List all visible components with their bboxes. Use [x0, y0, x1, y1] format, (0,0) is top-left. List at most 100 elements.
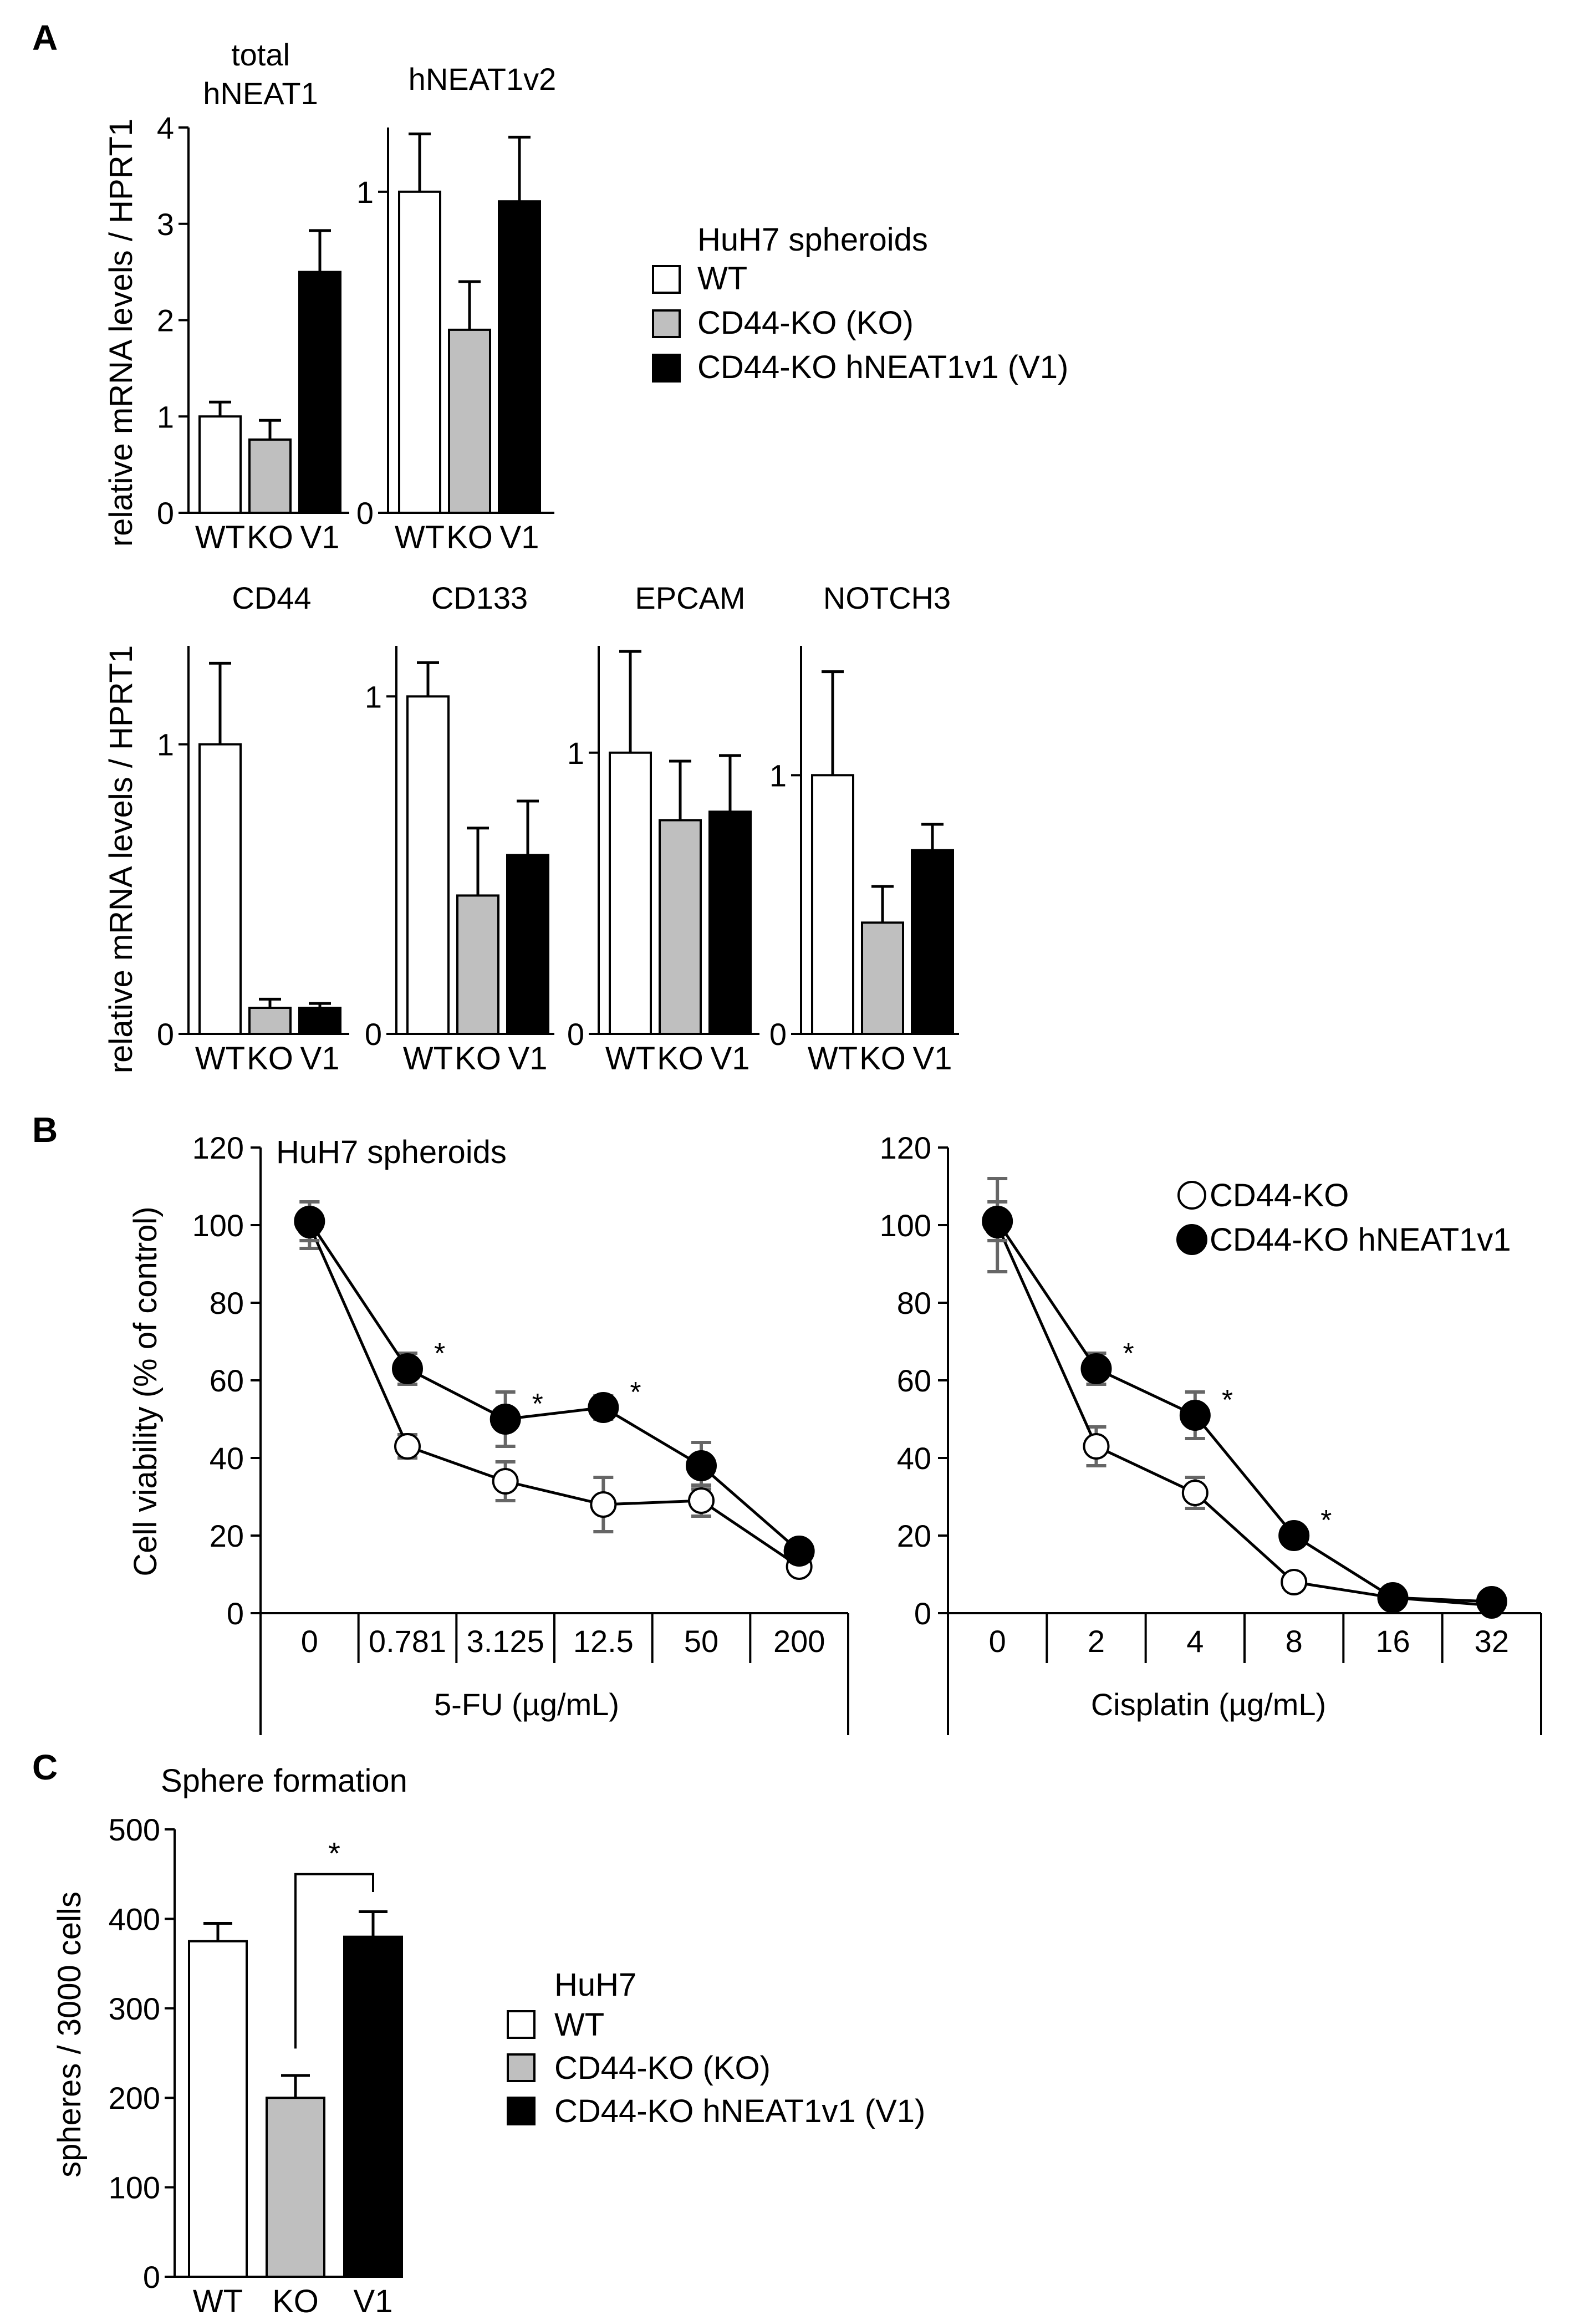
legend-label-wt: WT — [697, 261, 747, 297]
x-tick-label: V1 — [354, 2283, 393, 2315]
y-tick-label: 3 — [157, 207, 174, 242]
chart-title: total — [231, 37, 290, 72]
point-cd44ko — [1083, 1433, 1110, 1460]
series-line-cd44ko — [308, 1224, 800, 1568]
legend-swatch-v1 — [507, 2097, 536, 2125]
bar-wt — [398, 190, 441, 514]
x-tick-label: 0.781 — [369, 1624, 446, 1659]
series-line-cd44ko-hneat1v1 — [308, 1220, 800, 1552]
bar-chart-6: 0 100 200 300 400 500 WT KO V1 * — [109, 1812, 403, 2315]
y-tick-label: 120 — [192, 1130, 244, 1165]
chart-title: CD44 — [232, 580, 311, 615]
panel-c-letter: C — [32, 1747, 58, 1787]
chart-title: hNEAT1 — [203, 76, 318, 111]
bar-ko — [659, 819, 702, 1036]
panel-a-legend-title: HuH7 spheroids — [697, 222, 928, 258]
y-tick-label: 60 — [210, 1363, 244, 1398]
x-tick-label: WT — [605, 1041, 655, 1077]
point-cd44ko-hneat1v1 — [1476, 1586, 1507, 1617]
panel-c-ylabel: spheres / 3000 cells — [52, 1891, 88, 2178]
point-cd44ko-hneat1v1 — [982, 1206, 1013, 1237]
x-tick-label: V1 — [300, 519, 340, 555]
legend-label-cd44ko: CD44-KO — [1210, 1177, 1349, 1213]
y-tick-label: 20 — [897, 1518, 931, 1553]
bar-chart-1: hNEAT1v2 0 1 WT KO V1 — [356, 62, 556, 555]
x-axis-label: 5-FU (µg/mL) — [434, 1687, 619, 1722]
panel-a-letter: A — [32, 18, 58, 58]
y-tick-label: 1 — [769, 758, 787, 793]
x-tick-label: KO — [247, 519, 293, 555]
x-tick-label: V1 — [508, 1041, 548, 1077]
point-cd44ko-hneat1v1 — [392, 1353, 423, 1384]
legend-label-wt: WT — [554, 2007, 604, 2043]
chart-title: NOTCH3 — [823, 580, 951, 615]
x-tick-label: KO — [657, 1041, 703, 1077]
y-tick-label: 4 — [157, 110, 174, 145]
panel-b-title: HuH7 spheroids — [276, 1134, 507, 1170]
x-tick-label: V1 — [300, 1041, 340, 1077]
significance-star: * — [434, 1338, 445, 1370]
panel-c-legend: WT CD44-KO (KO) CD44-KO hNEAT1v1 (V1) — [507, 2007, 925, 2129]
point-cd44ko-hneat1v1 — [686, 1450, 717, 1481]
x-tick-label: WT — [395, 519, 445, 555]
bar-chart-0: total hNEAT1 0 1 2 3 4 WT KO V1 — [157, 37, 349, 555]
x-tick-label: V1 — [711, 1041, 750, 1077]
legend-label-cd44ko-hneat1v1: CD44-KO hNEAT1v1 — [1210, 1222, 1511, 1258]
y-tick-label: 0 — [769, 1017, 787, 1052]
significance-star: * — [328, 1836, 340, 1871]
bar-v1 — [911, 849, 954, 1035]
y-tick-label: 0 — [143, 2260, 160, 2294]
x-tick-label: WT — [195, 519, 245, 555]
x-tick-label: 50 — [684, 1624, 718, 1659]
bar-ko — [448, 328, 491, 514]
y-tick-label: 0 — [365, 1017, 382, 1052]
x-tick-label: 0 — [989, 1624, 1006, 1659]
chart-title: EPCAM — [635, 580, 745, 615]
series-line-cd44ko — [996, 1224, 1492, 1607]
x-tick-label: 32 — [1475, 1624, 1509, 1659]
x-tick-label: WT — [195, 1041, 245, 1077]
bar-v1 — [498, 200, 541, 514]
legend-swatch-ko — [507, 2053, 536, 2082]
x-tick-label: KO — [272, 2283, 319, 2315]
x-tick-label: WT — [808, 1041, 858, 1077]
bar-v1 — [343, 1935, 403, 2278]
y-tick-label: 1 — [365, 679, 382, 714]
bar-ko — [861, 921, 904, 1036]
y-tick-label: 40 — [210, 1441, 244, 1476]
bar-chart-2: CD44 0 1 WT KO V1 — [157, 580, 349, 1077]
x-axis-label: Cisplatin (µg/mL) — [1091, 1687, 1326, 1722]
point-cd44ko-hneat1v1 — [489, 1404, 521, 1435]
legend-label-v1: CD44-KO hNEAT1v1 (V1) — [697, 349, 1068, 385]
y-tick-label: 1 — [356, 175, 374, 210]
legend-label-ko: CD44-KO (KO) — [697, 305, 914, 341]
y-tick-label: 0 — [914, 1596, 931, 1631]
point-cd44ko — [688, 1487, 715, 1514]
y-tick-label: 400 — [109, 1901, 160, 1936]
x-tick-label: 2 — [1088, 1624, 1105, 1659]
legend-swatch-ko — [652, 309, 681, 338]
series-line-cd44ko-hneat1v1 — [996, 1220, 1492, 1603]
y-tick-label: 60 — [897, 1363, 931, 1398]
significance-star: * — [1222, 1384, 1233, 1416]
y-tick-label: 120 — [880, 1130, 931, 1165]
bar-ko — [248, 1006, 292, 1036]
point-cd44ko-hneat1v1 — [783, 1536, 815, 1567]
bar-wt — [609, 751, 652, 1036]
significance-star: * — [1123, 1338, 1134, 1370]
x-tick-label: 200 — [773, 1624, 825, 1659]
bar-wt — [406, 695, 450, 1035]
point-cd44ko-hneat1v1 — [1080, 1353, 1112, 1384]
panel-a-ylabel-top: relative mRNA levels / HPRT1 — [103, 119, 139, 547]
y-tick-label: 0 — [227, 1596, 244, 1631]
x-tick-label: KO — [455, 1041, 501, 1077]
bar-wt — [198, 743, 242, 1035]
bar-chart-4: EPCAM 0 1 WT KO V1 — [567, 580, 759, 1077]
point-cd44ko-hneat1v1 — [1278, 1520, 1310, 1551]
y-tick-label: 2 — [157, 303, 174, 338]
significance-bracket — [294, 1873, 374, 2049]
x-tick-label: WT — [193, 2283, 243, 2315]
y-tick-label: 100 — [192, 1208, 244, 1243]
